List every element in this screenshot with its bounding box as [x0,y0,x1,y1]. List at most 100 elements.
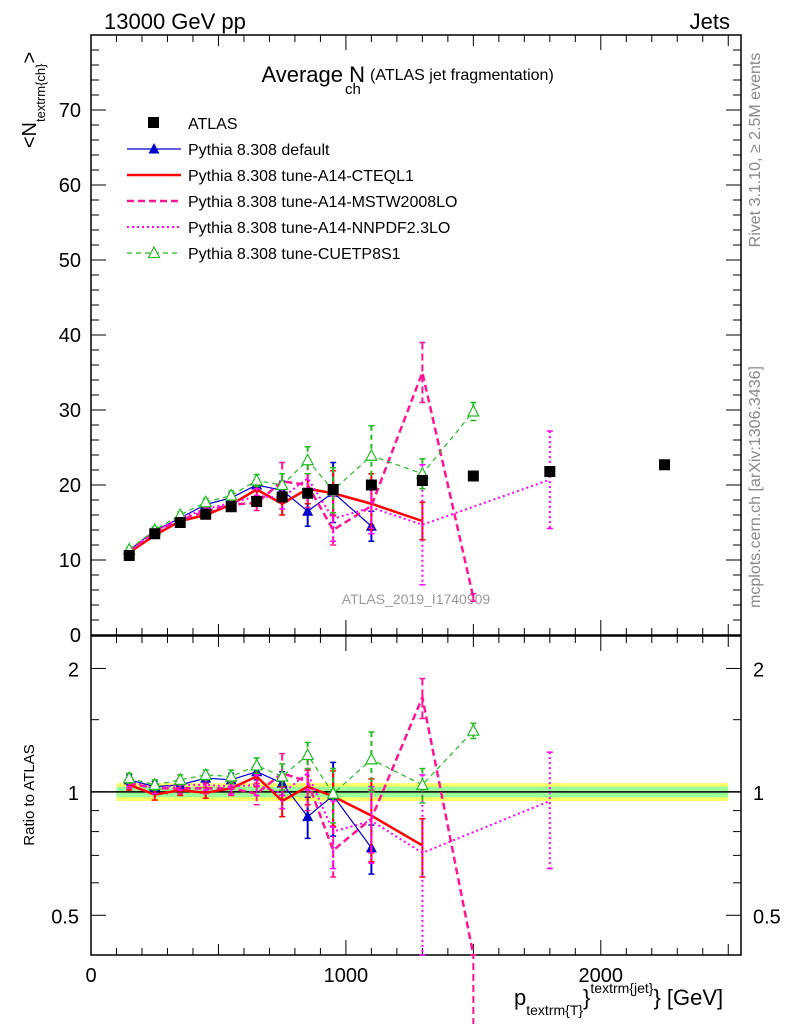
main-series-nnpdf [126,430,553,586]
x-axis-label-p: p [514,985,526,1010]
legend-label-atlas: ATLAS [188,116,238,133]
x-axis-label: ptextrm{T}}textrm{jet}} [GeV] [514,980,723,1018]
x-axis-label-sup: textrm{jet} [590,980,653,996]
main-y-ticks: 0 10 20 30 40 50 60 70 [59,49,741,647]
main-line-nnpdf [128,476,551,552]
main-point-cuetp8s1 [275,477,289,491]
ratio-point-cuetp8s1 [326,786,340,799]
main-series-default [123,461,377,555]
main-point-atlas [467,470,479,482]
ratio-point-cuetp8s1 [301,747,315,761]
main-title-note: (ATLAS jet fragmentation) [370,67,554,84]
ratio-point-cuetp8s1 [148,777,162,790]
ratio-y-label: Ratio to ATLAS [21,744,38,845]
ratio-point-cuetp8s1 [250,758,264,771]
main-point-atlas [544,466,556,477]
main-y-label-sub: textrm{ch} [33,63,48,122]
ratio-line-mstw [128,693,475,956]
legend-marker-cuetp8s1 [147,245,161,259]
ratio-plot-frame [90,635,742,956]
ratio-point-cuetp8s1 [415,777,429,790]
main-y-tick-label: 70 [59,100,81,122]
main-title: Average N [261,62,365,87]
ratio-series-group [122,677,553,1024]
legend-entry-atlas: ATLAS [148,116,238,133]
main-point-cuetp8s1 [364,448,378,461]
main-title-text: Average N [261,62,365,87]
legend-entry-cteql1: Pythia 8.308 tune-A14-CTEQL1 [127,168,414,185]
main-x-ticks [90,35,729,635]
main-watermark: ATLAS_2019_I1740909 [342,591,491,607]
ratio-point-cuetp8s1 [364,752,378,765]
main-y-label-end: > [19,52,41,64]
ratio-line-default [129,771,372,849]
ratio-y-tick-label: 1 [68,783,79,805]
ratio-point-cuetp8s1 [224,769,238,782]
main-point-atlas [659,459,671,471]
x-axis-label-brace2: } [653,985,666,1010]
main-y-tick-label: 30 [59,400,81,422]
main-y-label-text: <Ntextrm{ch}> [19,52,48,148]
ratio-point-cuetp8s1 [122,770,136,784]
ratio-point-cuetp8s1 [466,723,480,736]
x-axis-label-sub: textrm{T} [526,1002,583,1018]
main-point-cuetp8s1 [466,404,480,417]
legend-label-mstw: Pythia 8.308 tune-A14-MSTW2008LO [188,194,457,211]
ratio-point-default [302,810,314,822]
main-point-atlas [276,491,288,503]
ratio-point-cuetp8s1 [199,767,213,780]
main-point-default [302,505,314,516]
header-left-label: 13000 GeV pp [104,9,246,34]
main-point-cuetp8s1 [301,452,315,466]
main-point-atlas [123,550,135,561]
main-y-tick-label: 40 [59,325,81,347]
ratio-series-mstw [126,677,477,1024]
main-point-atlas [149,528,161,540]
x-axis-label-brace: } [583,985,590,1010]
main-point-atlas [365,479,377,491]
ratio-x-tick-label: 0 [85,965,96,987]
ratio-point-cuetp8s1 [275,769,289,782]
main-point-cuetp8s1 [199,494,213,508]
main-panel: 0 10 20 30 40 50 60 70 ATLAS_2019_I1740909 Aver… [19,34,742,647]
main-series-atlas [123,459,671,561]
main-point-atlas [327,484,339,495]
legend-label-cteql1: Pythia 8.308 tune-A14-CTEQL1 [188,168,414,185]
ratio-y-tick-label-right: 1 [753,783,764,805]
main-point-cuetp8s1 [224,488,238,501]
rivet-label: Rivet 3.1.10, ≥ 2.5M events [747,53,764,248]
legend-label-nnpdf: Pythia 8.308 tune-A14-NNPDF2.3LO [188,220,450,237]
ratio-panel: 0.5 0.51 12 2 0 1000 2000 Ratio to ATLAS ptex… [21,635,781,1024]
main-series-group [122,341,671,602]
main-y-label: <Ntextrm{ch}> [19,52,48,148]
legend-label-cuetp8s1: Pythia 8.308 tune-CUETP8S1 [188,246,401,263]
main-line-cteql1 [128,487,423,554]
header-right-label: Jets [690,9,730,34]
ratio-y-ticks: 0.5 0.5 1 1 2 2 [51,659,781,928]
legend-entry-nnpdf: Pythia 8.308 tune-A14-NNPDF2.3LO [127,220,450,237]
main-point-cuetp8s1 [250,473,264,486]
main-point-atlas [302,487,314,499]
main-point-atlas [174,517,186,528]
ratio-x-tick-label: 2000 [579,965,624,987]
x-axis-label-unit: [GeV] [667,985,723,1010]
ratio-y-tick-label: 0.5 [51,906,79,928]
ratio-y-label-text: Ratio to ATLAS [21,744,38,845]
ratio-line-nnpdf [128,771,551,854]
ratio-y-tick-label: 2 [68,659,79,681]
main-y-tick-label: 60 [59,175,81,197]
ratio-y-tick-label-right: 2 [753,659,764,681]
main-point-atlas [416,475,428,486]
legend-entry-cuetp8s1: Pythia 8.308 tune-CUETP8S1 [127,245,401,263]
legend-marker-default [148,143,160,154]
main-title-sub: ch [345,81,361,98]
ratio-x-ticks: 0 1000 2000 [85,636,729,987]
ratio-point-cuetp8s1 [173,772,187,785]
legend-entry-default: Pythia 8.308 default [127,142,330,159]
main-y-tick-label: 50 [59,250,81,272]
ratio-y-tick-label-right: 0.5 [753,906,781,928]
main-y-tick-label: 10 [59,550,81,572]
ratio-x-tick-label: 1000 [324,965,369,987]
ratio-series-nnpdf [126,751,553,956]
